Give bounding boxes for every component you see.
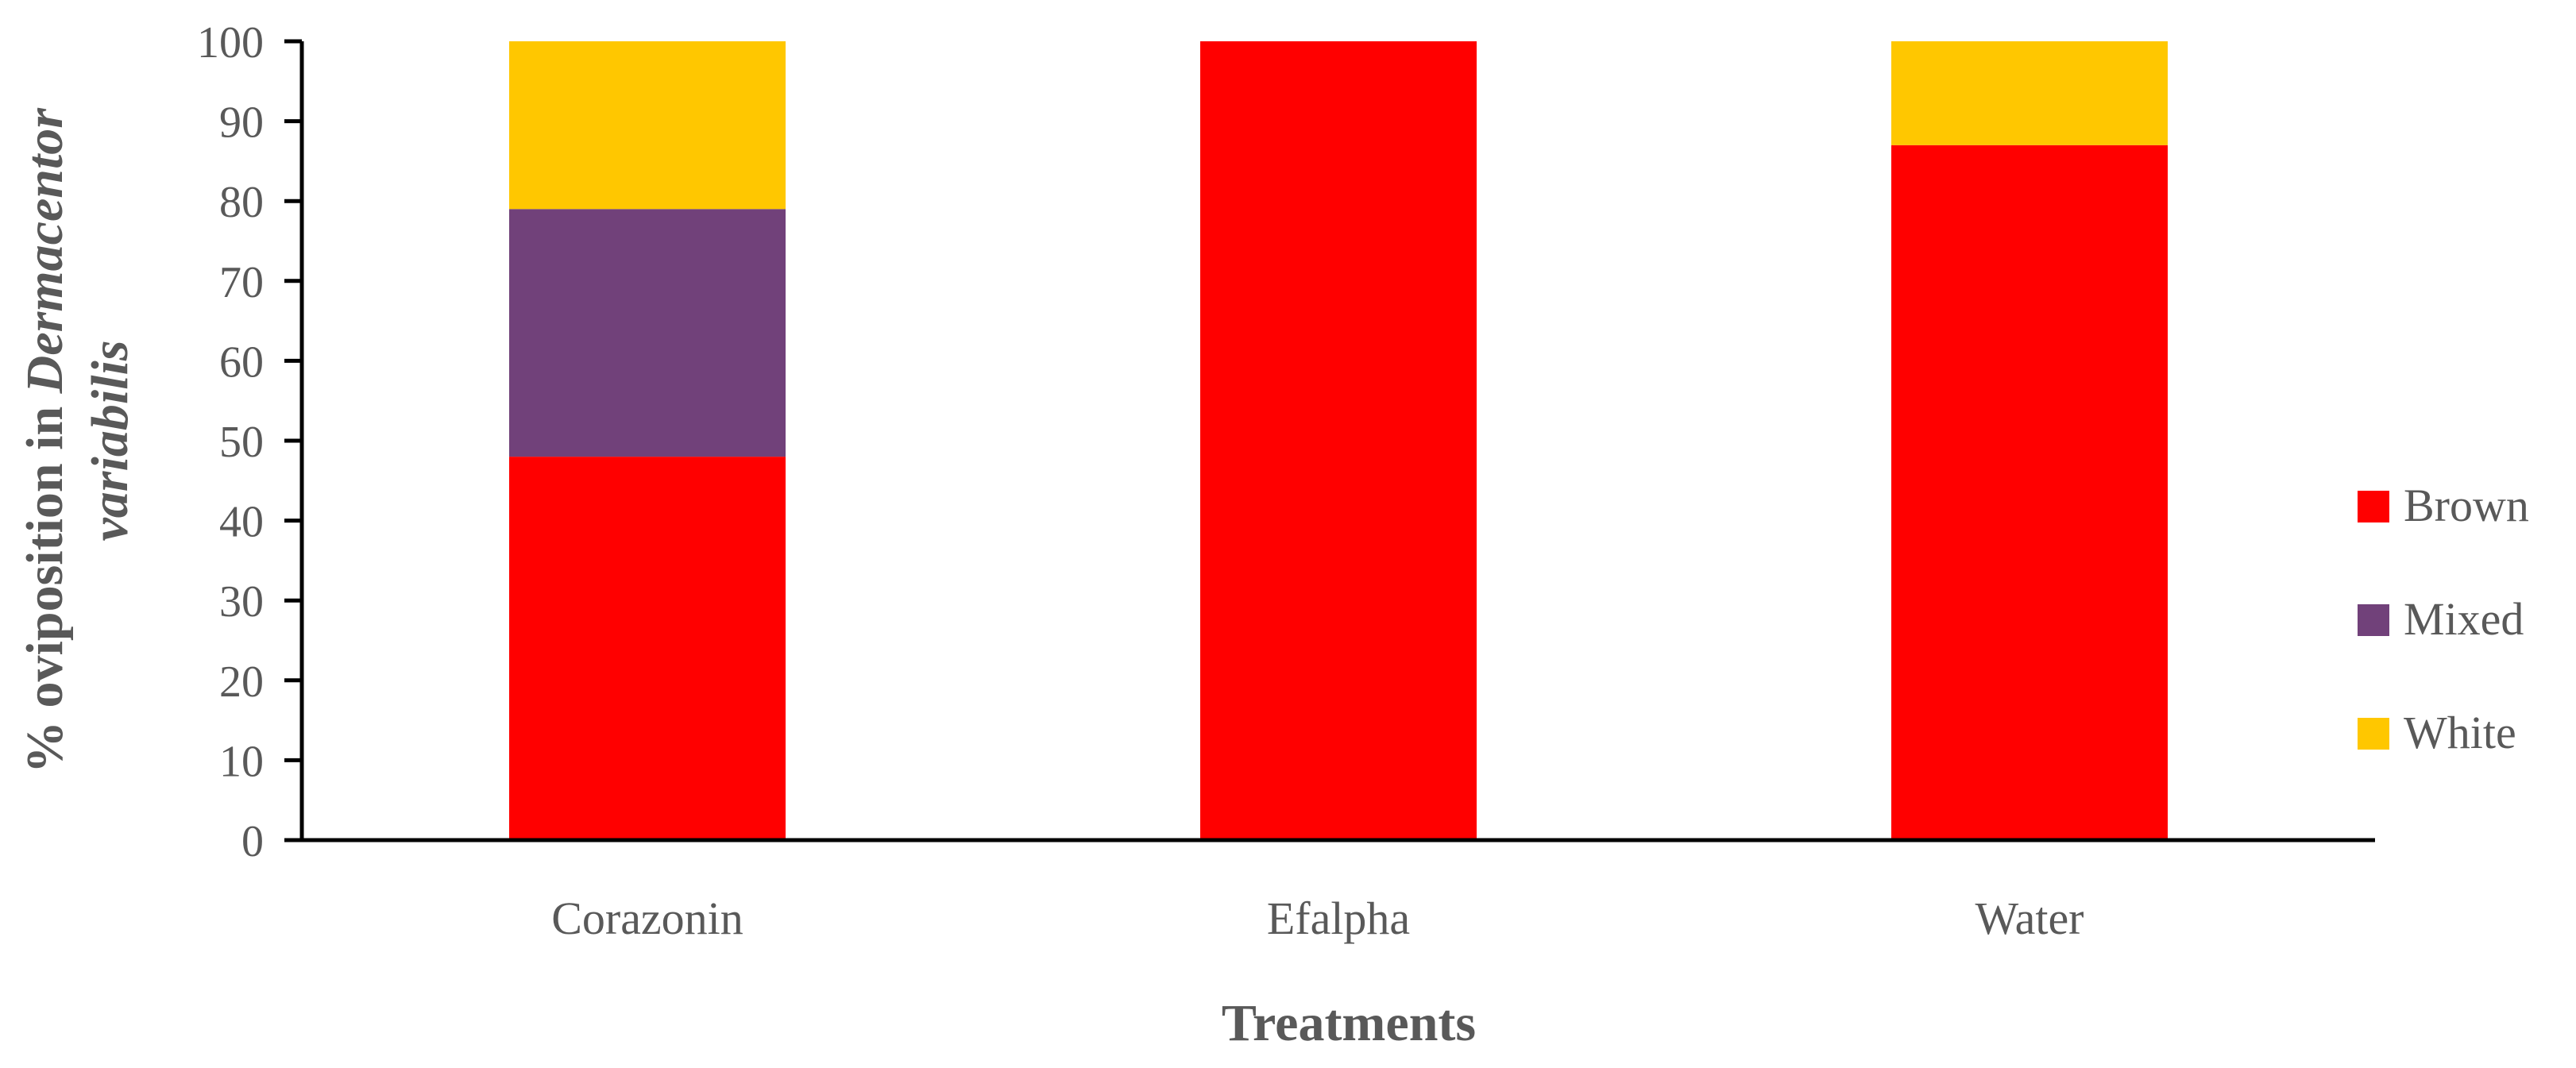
legend-label-mixed: Mixed — [2404, 593, 2524, 645]
y-axis-title-genus: Dermacentor — [16, 107, 74, 395]
bar-water-brown — [1891, 145, 2168, 840]
x-category-label-efalpha: Efalpha — [1267, 893, 1410, 944]
y-tick-label: 10 — [219, 737, 264, 786]
y-ticks-group: 0 10 20 30 40 50 60 70 80 90 100 — [197, 18, 302, 866]
legend-swatch-brown — [2358, 491, 2389, 522]
y-axis-title-line-2: variabilis — [81, 340, 139, 541]
y-tick-label: 100 — [197, 18, 264, 67]
bars-group — [509, 41, 2168, 840]
y-tick-label: 90 — [219, 98, 264, 148]
y-tick-label: 50 — [219, 418, 264, 467]
y-tick-label: 40 — [219, 498, 264, 547]
legend-swatch-mixed — [2358, 604, 2389, 636]
y-tick-label: 60 — [219, 337, 264, 387]
y-axis-title-prefix: % oviposition in — [16, 393, 74, 773]
y-tick-label: 20 — [219, 657, 264, 707]
legend-label-white: White — [2404, 707, 2516, 758]
y-tick-label: 80 — [219, 178, 264, 227]
bar-corazonin-brown — [509, 457, 786, 840]
x-axis-title: Treatments — [1222, 994, 1476, 1052]
bar-corazonin-mixed — [509, 209, 786, 457]
legend-label-brown: Brown — [2404, 480, 2529, 531]
x-category-label-water: Water — [1975, 893, 2084, 944]
bar-efalpha-brown — [1200, 41, 1477, 840]
x-category-labels: Corazonin Efalpha Water — [551, 893, 2084, 944]
x-category-label-corazonin: Corazonin — [551, 893, 743, 944]
y-tick-label: 30 — [219, 577, 264, 627]
legend-swatch-white — [2358, 718, 2389, 750]
bar-corazonin-white — [509, 41, 786, 210]
y-axis-title-line-1: % oviposition in Dermacentor — [16, 107, 74, 773]
y-tick-label: 0 — [241, 817, 264, 866]
bar-water-white — [1891, 41, 2168, 145]
y-tick-label: 70 — [219, 258, 264, 307]
legend: Brown Mixed White — [2358, 480, 2529, 758]
